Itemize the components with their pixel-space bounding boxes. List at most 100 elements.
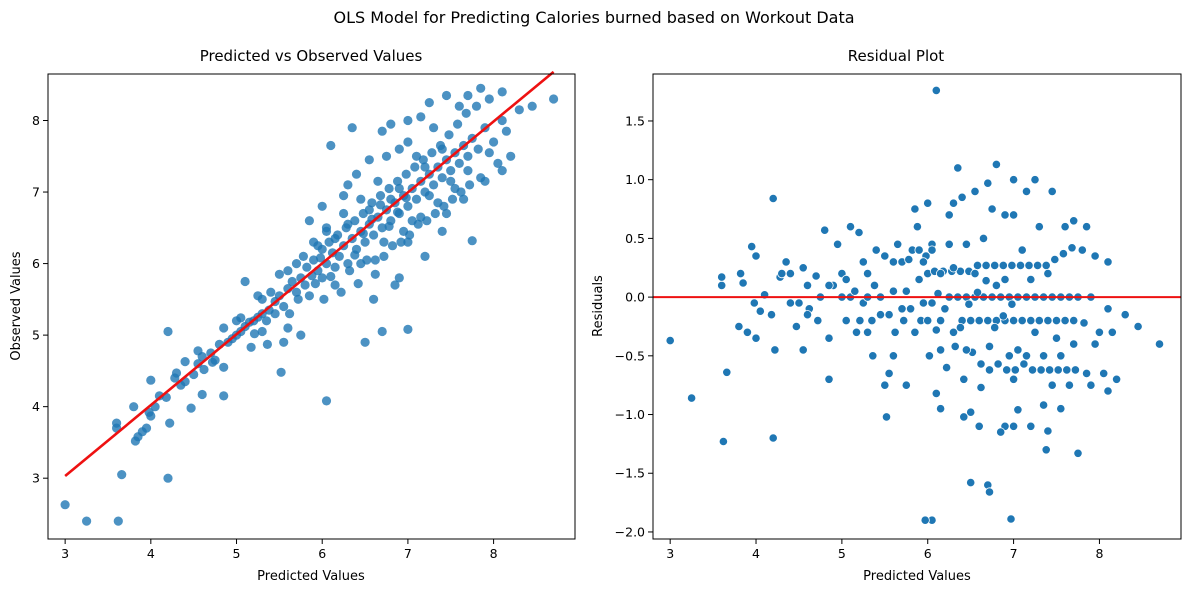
data-point bbox=[1006, 514, 1016, 524]
data-point bbox=[722, 367, 732, 377]
data-point bbox=[841, 274, 851, 285]
x-axis-label: Predicted Values bbox=[863, 569, 971, 584]
data-point bbox=[315, 253, 326, 263]
data-point bbox=[869, 280, 880, 290]
data-point bbox=[1120, 310, 1130, 320]
data-point bbox=[206, 348, 216, 358]
data-point bbox=[888, 286, 899, 296]
data-point bbox=[944, 239, 954, 249]
data-point bbox=[1154, 339, 1165, 349]
data-point bbox=[283, 323, 293, 333]
data-point bbox=[867, 315, 877, 326]
data-point bbox=[266, 287, 276, 297]
data-point bbox=[935, 268, 946, 279]
y-tick-label: −0.5 bbox=[615, 348, 645, 363]
data-point bbox=[948, 327, 959, 337]
data-point bbox=[824, 374, 834, 384]
data-point bbox=[193, 346, 203, 356]
data-point bbox=[403, 237, 413, 247]
data-point bbox=[1086, 380, 1096, 390]
data-point bbox=[1058, 249, 1069, 259]
data-point bbox=[920, 515, 930, 525]
data-point bbox=[1007, 260, 1017, 270]
data-point bbox=[180, 357, 190, 367]
data-point bbox=[393, 176, 403, 186]
data-point bbox=[1051, 333, 1062, 343]
data-point bbox=[326, 140, 336, 151]
data-point bbox=[411, 194, 422, 204]
y-tick-label: 3 bbox=[32, 471, 40, 486]
data-point bbox=[798, 263, 808, 273]
data-point bbox=[749, 298, 759, 308]
data-point bbox=[927, 298, 937, 308]
x-tick-label: 5 bbox=[838, 546, 846, 561]
data-point bbox=[291, 259, 302, 269]
data-point bbox=[411, 151, 422, 161]
data-point bbox=[112, 418, 122, 428]
data-point bbox=[129, 402, 139, 412]
data-point bbox=[785, 268, 796, 279]
data-point bbox=[293, 294, 303, 304]
data-point bbox=[948, 198, 959, 208]
data-point bbox=[832, 239, 843, 249]
data-point bbox=[890, 327, 900, 337]
data-point bbox=[394, 273, 404, 283]
data-point bbox=[447, 194, 458, 204]
data-point bbox=[453, 119, 463, 129]
data-point bbox=[910, 204, 920, 214]
data-point bbox=[923, 315, 933, 326]
data-point bbox=[1069, 339, 1079, 349]
x-tick-label: 3 bbox=[666, 546, 674, 561]
data-point bbox=[429, 180, 439, 190]
data-point bbox=[1008, 315, 1019, 326]
data-point bbox=[146, 411, 156, 421]
data-point bbox=[1060, 315, 1070, 326]
data-point bbox=[549, 94, 559, 104]
data-point bbox=[287, 276, 297, 287]
data-point bbox=[984, 341, 995, 351]
data-point bbox=[471, 101, 482, 111]
data-point bbox=[350, 216, 360, 226]
data-point bbox=[1060, 222, 1070, 232]
data-point bbox=[1090, 339, 1100, 349]
data-point bbox=[686, 393, 697, 403]
data-point bbox=[953, 163, 963, 173]
data-point bbox=[941, 362, 952, 373]
x-ticks: 3 4 5 6 7 8 bbox=[61, 539, 498, 561]
data-point bbox=[959, 374, 969, 384]
data-point bbox=[983, 178, 993, 188]
data-point bbox=[794, 298, 804, 308]
y-ticks: 3 4 5 6 7 8 bbox=[32, 113, 48, 486]
data-point bbox=[424, 98, 434, 108]
y-tick-label: 8 bbox=[32, 113, 40, 128]
data-point bbox=[484, 94, 494, 104]
y-tick-label: 6 bbox=[32, 256, 40, 271]
data-point bbox=[1056, 404, 1066, 414]
data-point bbox=[279, 301, 289, 312]
data-point bbox=[1107, 327, 1117, 337]
y-tick-label: 7 bbox=[32, 185, 40, 200]
data-point bbox=[1034, 315, 1044, 326]
data-point bbox=[461, 108, 471, 118]
data-point bbox=[339, 208, 349, 219]
data-point bbox=[957, 192, 967, 202]
x-tick-label: 8 bbox=[490, 546, 498, 561]
data-point bbox=[424, 191, 434, 201]
data-point bbox=[302, 262, 312, 272]
data-point bbox=[330, 280, 340, 290]
data-point bbox=[855, 315, 865, 326]
data-point bbox=[304, 216, 314, 226]
data-point bbox=[824, 333, 834, 343]
data-point bbox=[854, 227, 864, 238]
data-point bbox=[274, 269, 284, 279]
data-point bbox=[1043, 268, 1053, 279]
data-point bbox=[353, 279, 363, 289]
data-point bbox=[1017, 315, 1027, 326]
data-point bbox=[396, 237, 406, 247]
data-point bbox=[210, 355, 220, 365]
data-point bbox=[976, 382, 986, 393]
data-point bbox=[1064, 380, 1075, 390]
data-point bbox=[321, 396, 332, 406]
data-point bbox=[459, 194, 469, 204]
data-point bbox=[330, 262, 340, 272]
